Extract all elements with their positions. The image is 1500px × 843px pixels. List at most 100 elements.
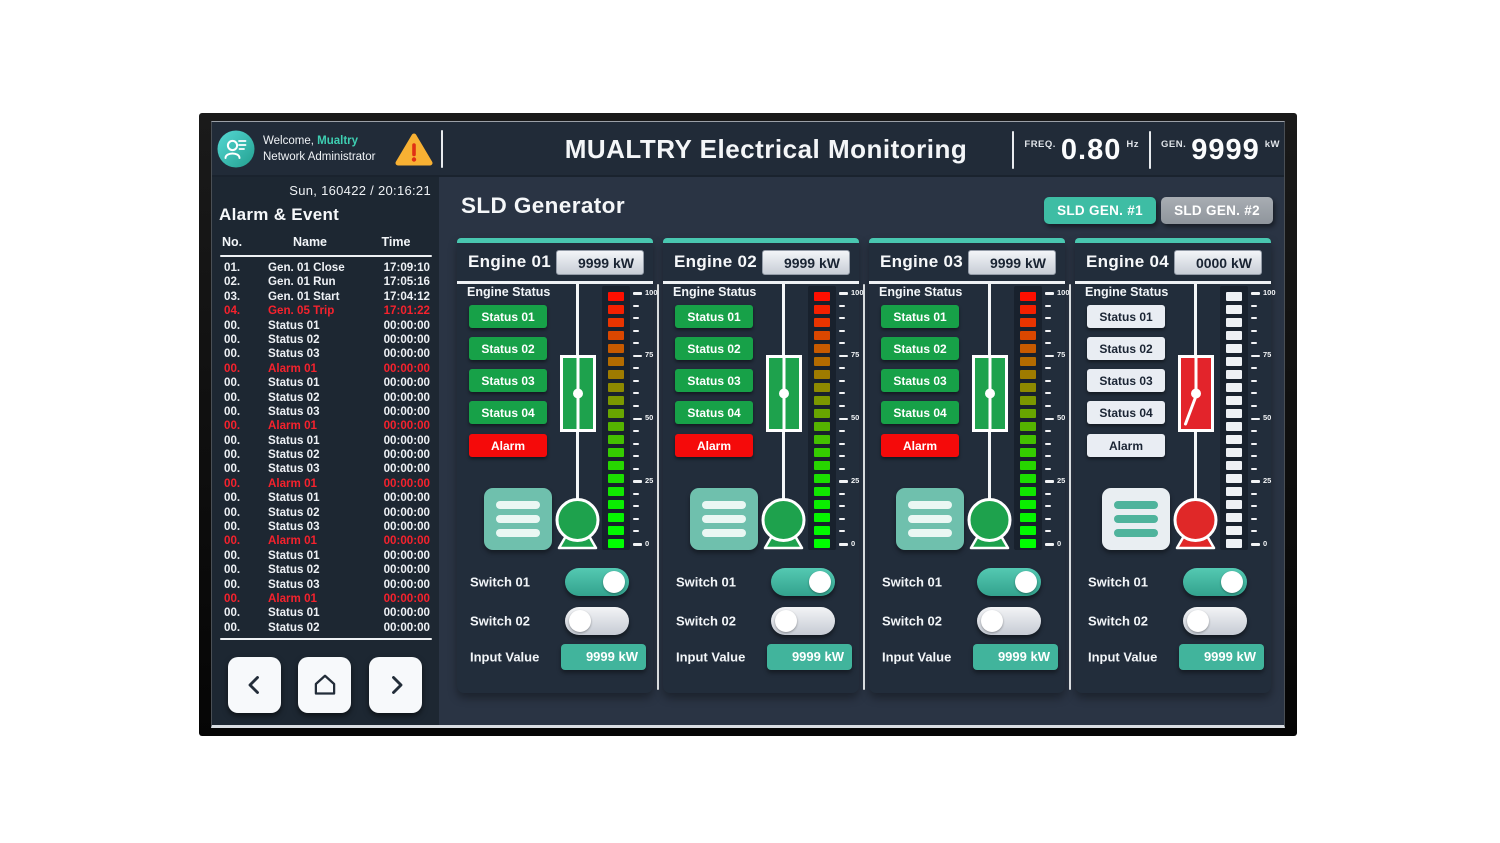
alarm-event-row[interactable]: 00. Alarm 01 00:00:00 <box>224 419 430 433</box>
status-03-button[interactable]: Status 03 <box>881 369 959 392</box>
engine-name: Engine 03 <box>880 252 964 271</box>
alarm-event-row[interactable]: 00. Alarm 01 00:00:00 <box>224 476 430 490</box>
metric-divider <box>1149 130 1151 169</box>
status-02-button[interactable]: Status 02 <box>675 337 753 360</box>
alarm-event-row[interactable]: 00. Alarm 01 00:00:00 <box>224 591 430 605</box>
alarm-button[interactable]: Alarm <box>469 434 547 457</box>
breaker-open-symbol[interactable] <box>1178 355 1214 432</box>
alarm-event-row[interactable]: 00. Status 02 00:00:00 <box>224 505 430 519</box>
engine-panel-01: Engine 01 9999 kW Engine Status Status 0… <box>457 238 658 693</box>
panel-accent-strip <box>457 238 653 243</box>
switch-02-toggle[interactable] <box>1183 607 1247 635</box>
alarm-event-row[interactable]: 00. Status 01 00:00:00 <box>224 548 430 562</box>
alarm-event-row[interactable]: 00. Status 02 00:00:00 <box>224 332 430 346</box>
status-03-button[interactable]: Status 03 <box>1087 369 1165 392</box>
switch-02-toggle[interactable] <box>771 607 835 635</box>
header-metrics: FREQ. 0.80 Hz GEN. 9999 kW <box>1012 122 1280 177</box>
metric-divider <box>1012 130 1015 169</box>
switch-02-toggle[interactable] <box>977 607 1041 635</box>
breaker-closed-symbol[interactable] <box>972 355 1008 432</box>
switch-02-toggle[interactable] <box>565 607 629 635</box>
alarm-event-row[interactable]: 00. Status 01 00:00:00 <box>224 491 430 505</box>
user-text: Welcome, Mualtry Network Administrator <box>263 133 375 165</box>
alarm-event-row[interactable]: 04. Gen. 05 Trip 17:01:22 <box>224 304 430 318</box>
alarm-button[interactable]: Alarm <box>675 434 753 457</box>
engine-panel-02: Engine 02 9999 kW Engine Status Status 0… <box>663 238 864 693</box>
engine-output-display: 9999 kW <box>762 249 850 275</box>
switch-01-label: Switch 01 <box>882 574 942 590</box>
alarm-event-row[interactable]: 00. Status 03 00:00:00 <box>224 347 430 361</box>
list-menu-button[interactable] <box>484 488 552 550</box>
alarm-event-rows: 01. Gen. 01 Close 17:09:10 02. Gen. 01 Run 17… <box>220 261 432 635</box>
alarm-event-row[interactable]: 00. Alarm 01 00:00:00 <box>224 361 430 375</box>
status-01-button[interactable]: Status 01 <box>675 305 753 328</box>
alarm-button[interactable]: Alarm <box>881 434 959 457</box>
switch-01-toggle[interactable] <box>977 568 1041 596</box>
input-value-field[interactable]: 9999 kW <box>767 644 852 670</box>
status-01-button[interactable]: Status 01 <box>469 305 547 328</box>
engine-name: Engine 02 <box>674 252 758 271</box>
list-menu-button[interactable] <box>690 488 758 550</box>
switch-01-toggle[interactable] <box>1183 568 1247 596</box>
status-03-button[interactable]: Status 03 <box>469 369 547 392</box>
status-03-button[interactable]: Status 03 <box>675 369 753 392</box>
alarm-event-row[interactable]: 00. Status 01 00:00:00 <box>224 606 430 620</box>
alarm-event-row[interactable]: 00. Status 02 00:00:00 <box>224 448 430 462</box>
engine-status-heading: Engine Status <box>673 285 757 299</box>
warning-triangle-icon[interactable] <box>395 132 433 167</box>
engine-name: Engine 04 <box>1086 252 1170 271</box>
alarm-event-row[interactable]: 00. Alarm 01 00:00:00 <box>224 534 430 548</box>
engine-output-display: 9999 kW <box>968 249 1056 275</box>
panel-accent-strip <box>869 238 1065 243</box>
switch-01-toggle[interactable] <box>771 568 835 596</box>
table-rule <box>220 638 432 641</box>
input-value-field[interactable]: 9999 kW <box>973 644 1058 670</box>
status-04-button[interactable]: Status 04 <box>675 401 753 424</box>
switch-01-toggle[interactable] <box>565 568 629 596</box>
alarm-event-row[interactable]: 00. Status 02 00:00:00 <box>224 620 430 634</box>
alarm-event-row[interactable]: 03. Gen. 01 Start 17:04:12 <box>224 289 430 303</box>
alarm-event-row[interactable]: 02. Gen. 01 Run 17:05:16 <box>224 275 430 289</box>
engine-panel-04: Engine 04 0000 kW Engine Status Status 0… <box>1075 238 1276 693</box>
input-value-field[interactable]: 9999 kW <box>561 644 646 670</box>
status-02-button[interactable]: Status 02 <box>881 337 959 360</box>
tab-sld-gen-2[interactable]: SLD GEN. #2 <box>1161 197 1273 224</box>
alarm-event-row[interactable]: 00. Status 03 00:00:00 <box>224 577 430 591</box>
freq-unit: Hz <box>1126 138 1139 150</box>
alarm-event-row[interactable]: 00. Status 03 00:00:00 <box>224 462 430 476</box>
list-menu-button[interactable] <box>1102 488 1170 550</box>
status-02-button[interactable]: Status 02 <box>469 337 547 360</box>
freq-label: FREQ. <box>1024 138 1056 150</box>
chevron-right-icon <box>391 676 402 694</box>
alarm-event-row[interactable]: 01. Gen. 01 Close 17:09:10 <box>224 261 430 274</box>
prev-page-button[interactable] <box>228 657 281 713</box>
engine-panel-03: Engine 03 9999 kW Engine Status Status 0… <box>869 238 1070 693</box>
alarm-event-row[interactable]: 00. Status 03 00:00:00 <box>224 404 430 418</box>
status-04-button[interactable]: Status 04 <box>1087 401 1165 424</box>
list-menu-button[interactable] <box>896 488 964 550</box>
alarm-event-heading: Alarm & Event <box>219 205 340 224</box>
alarm-event-row[interactable]: 00. Status 02 00:00:00 <box>224 563 430 577</box>
home-button[interactable] <box>298 657 351 713</box>
breaker-closed-symbol[interactable] <box>766 355 802 432</box>
alarm-event-row[interactable]: 00. Status 02 00:00:00 <box>224 390 430 404</box>
alarm-event-row[interactable]: 00. Status 03 00:00:00 <box>224 520 430 534</box>
status-01-button[interactable]: Status 01 <box>1087 305 1165 328</box>
breaker-closed-symbol[interactable] <box>560 355 596 432</box>
alarm-event-row[interactable]: 00. Status 01 00:00:00 <box>224 376 430 390</box>
status-01-button[interactable]: Status 01 <box>881 305 959 328</box>
switch-01-label: Switch 01 <box>470 574 530 590</box>
user-profile-icon[interactable] <box>217 130 255 168</box>
next-page-button[interactable] <box>369 657 422 713</box>
tab-sld-gen-1[interactable]: SLD GEN. #1 <box>1044 197 1156 224</box>
alarm-event-row[interactable]: 00. Status 01 00:00:00 <box>224 433 430 447</box>
alarm-button[interactable]: Alarm <box>1087 434 1165 457</box>
status-04-button[interactable]: Status 04 <box>881 401 959 424</box>
alarm-event-row[interactable]: 00. Status 01 00:00:00 <box>224 318 430 332</box>
status-04-button[interactable]: Status 04 <box>469 401 547 424</box>
input-value-field[interactable]: 9999 kW <box>1179 644 1264 670</box>
status-02-button[interactable]: Status 02 <box>1087 337 1165 360</box>
list-menu-icon <box>1114 501 1158 509</box>
sidebar-nav <box>212 657 439 713</box>
switch-01-label: Switch 01 <box>676 574 736 590</box>
